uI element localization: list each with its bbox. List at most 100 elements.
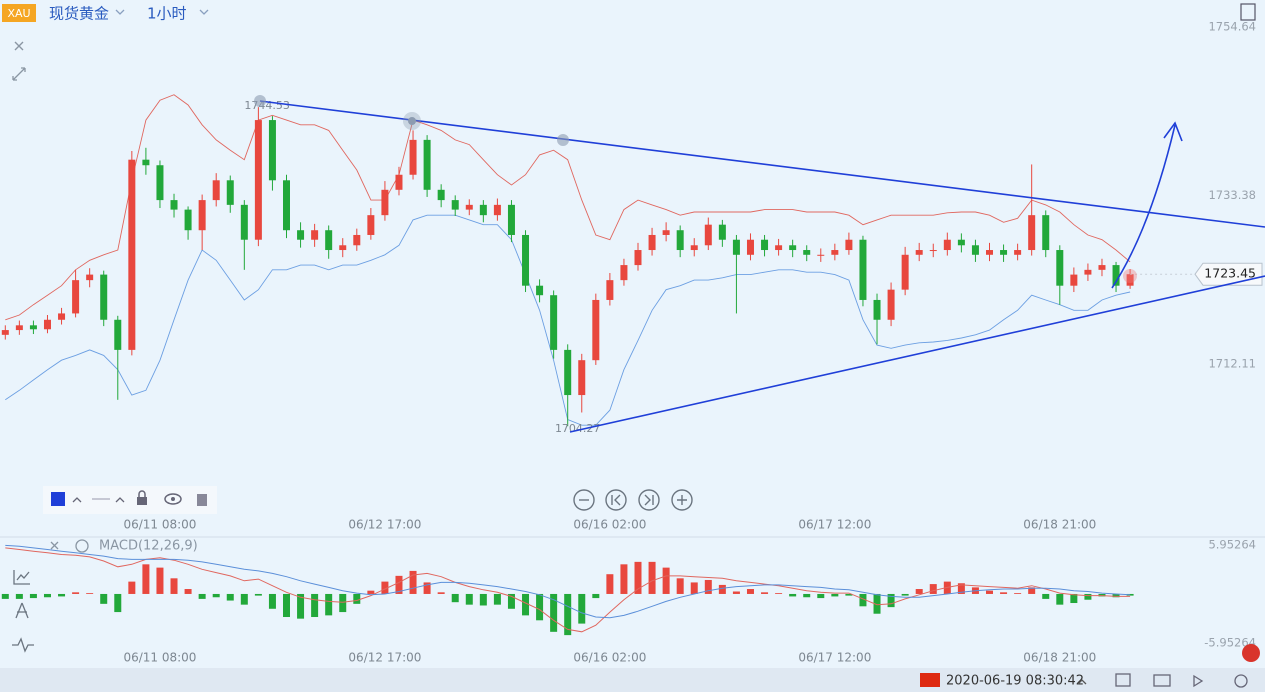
candle-body: [1056, 250, 1064, 286]
histogram-bar: [325, 593, 333, 616]
histogram-bar: [522, 593, 530, 616]
scroll-start[interactable]: [605, 489, 627, 511]
candle-body: [1000, 250, 1008, 255]
anchor-point[interactable]: [408, 117, 416, 125]
candle-body: [395, 174, 403, 190]
x-tick-label: 06/11 08:00: [123, 518, 196, 532]
histogram-bar: [746, 589, 754, 594]
x-tick-label: 06/11 08:00: [123, 651, 196, 665]
arrow[interactable]: [1111, 124, 1176, 289]
x-tick-label: 06/18 21:00: [1023, 518, 1096, 532]
caret[interactable]: [1077, 679, 1087, 685]
histogram-bar: [592, 593, 600, 599]
candle-body: [803, 250, 811, 255]
candle-body: [817, 254, 825, 256]
status-bar: [0, 668, 1265, 692]
screenshot-button[interactable]: [1153, 674, 1171, 687]
indicator-tool[interactable]: [15, 602, 29, 619]
histogram-bar: [297, 593, 305, 619]
trend-line[interactable]: [569, 275, 1265, 433]
scroll-end[interactable]: [638, 489, 660, 511]
candle-body: [72, 280, 80, 314]
trash-button[interactable]: [197, 494, 207, 506]
drawing-toolbar: [43, 486, 217, 514]
histogram-bar: [43, 593, 51, 598]
settings-button[interactable]: [1234, 674, 1248, 688]
candle-body: [564, 349, 572, 396]
candle-body: [887, 289, 895, 320]
candle-body: [634, 250, 642, 266]
eye-button[interactable]: [164, 493, 182, 505]
lock-button[interactable]: [137, 497, 147, 505]
histogram-bar: [86, 593, 94, 594]
histogram-bar: [859, 593, 867, 607]
caret[interactable]: [115, 497, 125, 503]
zoom-in[interactable]: [671, 489, 693, 511]
indicator-tool[interactable]: [12, 637, 34, 653]
histogram-bar: [240, 593, 248, 605]
histogram-bar: [1014, 593, 1022, 594]
candle-body: [437, 189, 445, 201]
symbol-selector[interactable]: 现货黄金: [49, 5, 109, 23]
panel-toggle[interactable]: [1240, 3, 1256, 21]
histogram-bar: [817, 593, 825, 599]
histogram-bar: [465, 593, 473, 605]
histogram-bar: [1070, 593, 1078, 604]
x-tick-label: 06/12 17:00: [348, 651, 421, 665]
histogram-bar: [578, 593, 586, 624]
collapse-button[interactable]: [12, 67, 26, 81]
histogram-bar: [212, 593, 220, 598]
histogram-bar: [479, 593, 487, 606]
histogram-bar: [803, 593, 811, 598]
histogram-bar: [564, 593, 572, 636]
histogram-bar: [339, 593, 347, 613]
candle-body: [789, 245, 797, 251]
caret[interactable]: [72, 497, 82, 503]
candle-body: [775, 245, 783, 251]
candle-body: [423, 139, 431, 190]
candle-body: [536, 285, 544, 296]
candle-body: [325, 230, 333, 251]
candle-body: [873, 299, 881, 320]
candle-body: [578, 360, 586, 396]
x-tick-label: 06/17 12:00: [798, 651, 871, 665]
anchor-point[interactable]: [254, 95, 266, 107]
histogram-bar: [198, 593, 206, 599]
candle-body: [761, 239, 769, 251]
window-button[interactable]: [1115, 673, 1131, 687]
candle-body: [746, 239, 754, 255]
histogram-bar: [550, 593, 558, 632]
plot-layer: 1754.64 1733.38 1712.11 06/11 08:00 06/12 17…: [1, 20, 1263, 665]
trend-line[interactable]: [259, 100, 1265, 228]
indicator-tool[interactable]: [13, 570, 30, 585]
close-indicator[interactable]: [50, 541, 59, 550]
candle-body: [718, 224, 726, 240]
histogram-bar: [451, 593, 459, 603]
close-button[interactable]: [14, 41, 24, 51]
x-tick-label: 06/18 21:00: [1023, 651, 1096, 665]
symbol-badge[interactable]: [2, 4, 36, 22]
zoom-out[interactable]: [573, 489, 595, 511]
y-tick-label: 1712.11: [1208, 357, 1256, 371]
anchor-point[interactable]: [557, 134, 569, 146]
trend-drawings: [254, 95, 1265, 433]
dropdown-caret[interactable]: [115, 9, 125, 15]
candle-body: [929, 250, 937, 252]
dropdown-caret[interactable]: [199, 9, 209, 15]
candle-body: [184, 209, 192, 231]
sound-button[interactable]: [1193, 674, 1204, 688]
histogram-bar: [662, 567, 670, 594]
histogram-bar: [690, 582, 698, 594]
color-picker[interactable]: [51, 492, 65, 506]
y-tick-label: 1733.38: [1208, 188, 1256, 202]
candle-body: [212, 180, 220, 201]
candle-body: [170, 200, 178, 210]
alert-badge[interactable]: [1242, 644, 1260, 662]
interval-selector[interactable]: 1小时: [147, 5, 187, 23]
candle-body: [1126, 274, 1134, 286]
candle-body: [339, 245, 347, 251]
candle-body: [198, 200, 206, 231]
candle-body: [29, 325, 37, 330]
indicator-settings[interactable]: [75, 539, 89, 553]
extreme-label: 1704.27: [555, 422, 601, 435]
